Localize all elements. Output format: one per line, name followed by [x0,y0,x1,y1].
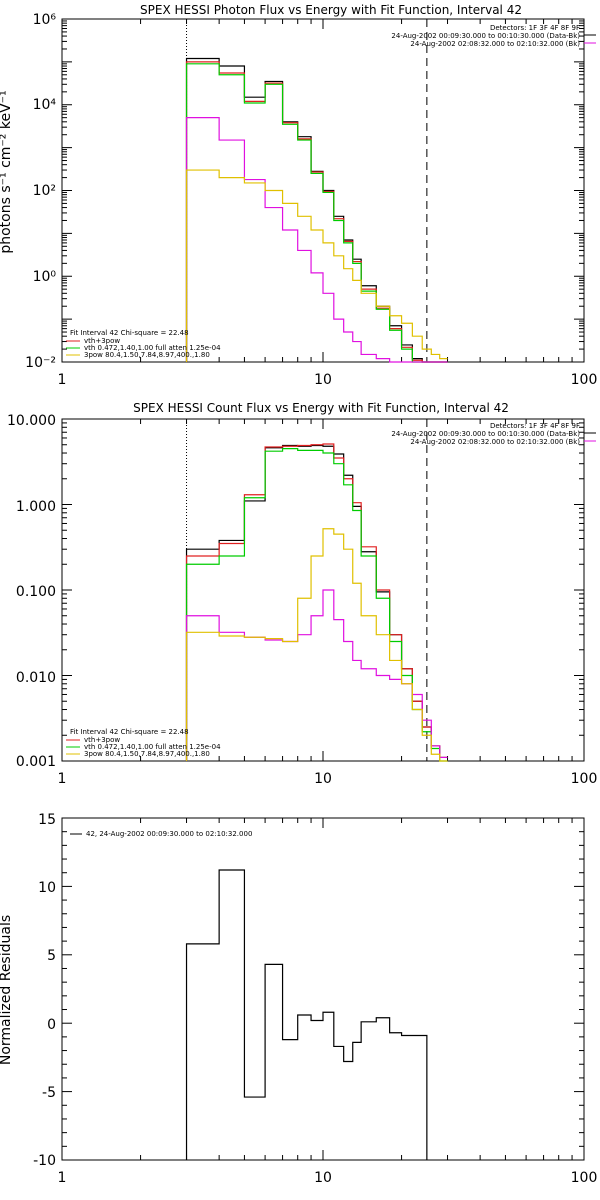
panel2-series-data-bk [185,444,448,761]
panel3-ytick-3: 0 [47,1017,56,1033]
panel3-series-42-24-aug-2002-00-09-30-000-to-02-10-32-000 [185,869,428,1160]
panel2-series-vth [185,448,448,762]
panel1-ytick-2: 10² [33,183,56,199]
panel2-ytick-4: 0.001 [16,754,56,770]
panel3-xtick-10: 10 [314,1170,332,1186]
panel2-ytick-1: 1.000 [16,499,56,515]
panel2-ytick-3: 0.010 [16,670,56,686]
panel3-ytick-1: 10 [38,880,56,896]
panel2-lines [185,419,448,762]
panel2-legend-vth: vth 0.472,1.40,1.00 full atten 1.25e-04 [84,743,221,751]
panel3-xtick-1: 1 [58,1170,67,1186]
panel2-legend-3pow: 3pow 80.4,1.50,7.84,8.97,400.,1.80 [84,750,210,758]
panel1-y-axis-label: photons s⁻¹ cm⁻² keV⁻¹ [0,90,14,253]
panel1-ticks [61,18,584,363]
panel1-legend-3pow: 3pow 80.4,1.50,7.84,8.97,400.,1.80 [84,351,210,359]
panel3-ticks [61,817,584,1161]
count-flux-panel: SPEX HESSI Count Flux vs Energy with Fit… [7,401,597,787]
panel2-bk-interval: 24-Aug-2002 02:08:32.000 to 02:10:32.000… [410,438,580,446]
panel1-legend-model: vth+3pow [84,337,120,345]
panel3-ytick-2: 5 [47,948,56,964]
panel1-xtick-10: 10 [314,372,332,388]
panel2-ticks [61,418,584,762]
panel1-series-3pow [185,117,448,363]
panel3-legend-text: 42, 24-Aug-2002 00:09:30.000 to 02:10:32… [86,830,252,838]
panel3-lines [185,869,428,1160]
panel1-ytick-1: 10⁴ [33,97,57,113]
panel2-data-interval: 24-Aug-2002 00:09:30.000 to 00:10:30.000… [391,430,580,438]
photon-flux-panel: SPEX HESSI Photon Flux vs Energy with Fi… [0,3,597,388]
panel1-lines [185,19,448,363]
panel3-y-axis-label: Normalized Residuals [0,915,14,1065]
panel1-bk-interval: 24-Aug-2002 02:08:32.000 to 02:10:32.000… [410,40,580,48]
panel2-ytick-0: 10.000 [7,413,56,429]
panel1-ytick-0: 10⁶ [33,12,57,28]
panel3-ytick-5: -10 [33,1153,56,1169]
panel2-legend-model: vth+3pow [84,736,120,744]
panel1-xtick-1: 1 [58,372,67,388]
panel1-data-interval: 24-Aug-2002 00:09:30.000 to 00:10:30.000… [391,32,580,40]
panel1-xtick-100: 100 [571,372,598,388]
panel1-title: SPEX HESSI Photon Flux vs Energy with Fi… [140,3,522,17]
panel2-fit-info: Fit Interval 42 Chi-square = 22.48 [70,728,189,736]
panel2-series-bk [185,528,448,762]
panel2-series-vth-3pow [185,443,448,761]
panel2-xtick-100: 100 [571,771,598,787]
panel3-ytick-0: 15 [38,812,56,828]
panel1-series-bk [185,169,448,362]
panel1-legend-vth: vth 0.472,1.40,1.00 full atten 1.25e-04 [84,344,221,352]
residuals-panel: Normalized Residuals 1 10 100 15 10 5 0 … [0,812,597,1186]
panel1-detectors: Detectors: 1F 3F 4F 8F 9F [490,24,580,32]
panel2-xtick-10: 10 [314,771,332,787]
panel1-ytick-4: 10⁻² [25,355,56,371]
panel2-title: SPEX HESSI Count Flux vs Energy with Fit… [133,401,509,415]
panel1-fit-info: Fit Interval 42 Chi-square = 22.48 [70,329,189,337]
panel1-series-vth [185,63,448,363]
panel3-ytick-4: -5 [42,1085,56,1101]
panel2-ytick-2: 0.100 [16,584,56,600]
panel3-plot-frame [61,817,585,1161]
panel2-detectors: Detectors: 1F 3F 4F 8F 9F [490,422,580,430]
panel1-ytick-3: 10⁰ [33,269,57,285]
panel3-xtick-100: 100 [571,1170,598,1186]
panel1-series-data-bk [185,57,448,363]
panel1-series-vth-3pow [185,61,448,363]
panel2-xtick-1: 1 [58,771,67,787]
